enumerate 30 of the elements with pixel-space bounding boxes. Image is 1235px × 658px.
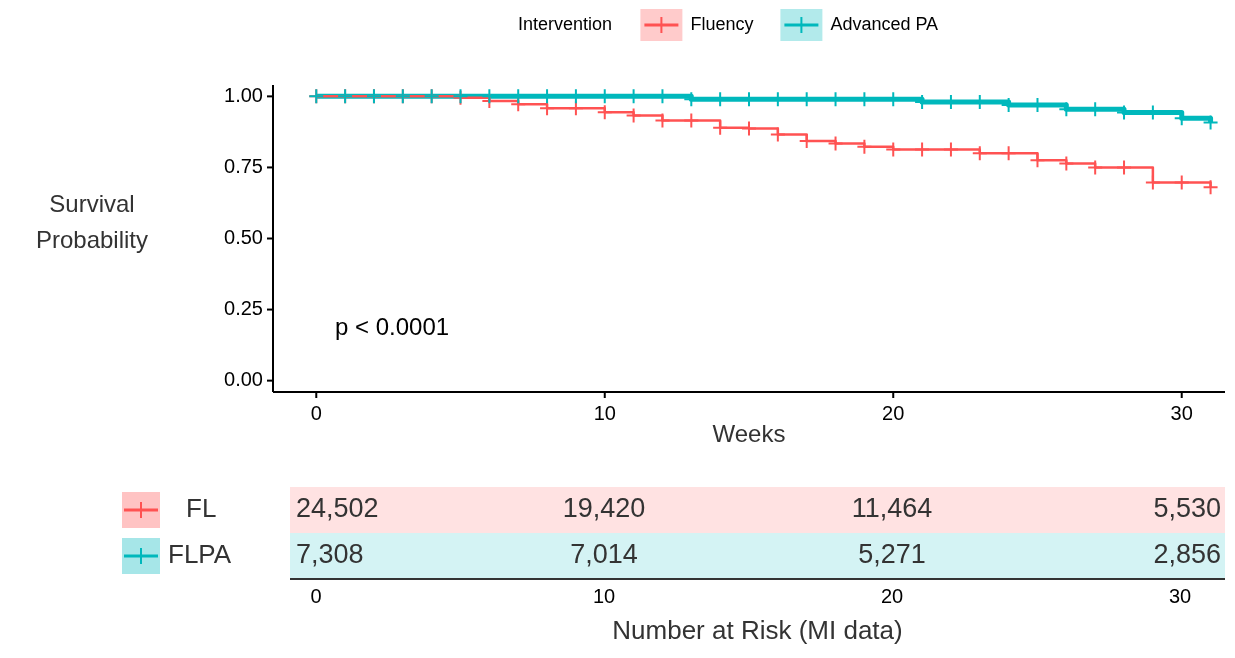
y-tick-label: 0.75 [224,154,263,177]
data-label: 11,464 [851,493,933,524]
x-tick-label: 30 [1170,402,1193,424]
data-label: 5,530 [1153,493,1221,524]
x-axis-title: Weeks [712,420,786,447]
y-tick-label: 0.25 [224,296,263,319]
y-tick-label: FL [186,492,217,523]
data-label: 19,420 [562,493,646,524]
data-label: 5,271 [858,539,926,570]
y-tick-label: 1.00 [224,83,263,106]
x-tick-label: 30 [1168,585,1192,607]
legend-label: Fluency [690,13,754,34]
x-tick-label: 20 [882,402,905,424]
x-tick-label: 0 [310,585,322,607]
y-tick-label: 0.00 [224,367,263,390]
y-tick-label: 0.50 [224,225,263,248]
x-tick-label: 10 [593,402,616,424]
data-label: 2,856 [1153,539,1221,570]
data-label: 7,308 [296,539,364,570]
data-label: 7,014 [570,539,638,570]
legend-label: Advanced PA [830,13,939,34]
legend-title: Intervention [518,13,613,34]
y-tick-label: FLPA [168,538,232,569]
data-label: 24,502 [296,493,379,524]
annotation: p < 0.0001 [335,313,450,340]
x-tick-label: 0 [310,402,322,424]
x-axis-title: Number at Risk (MI data) [612,615,903,645]
x-tick-label: 10 [592,585,616,607]
y-axis-title: Survival Probability [35,190,149,253]
x-tick-label: 20 [880,585,904,607]
